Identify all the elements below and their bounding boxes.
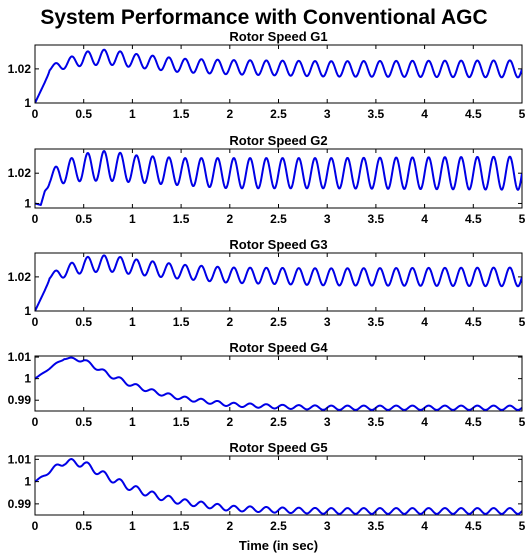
figure-title: System Performance with Conventional AGC: [40, 6, 487, 29]
x-tick-label: 3: [324, 315, 331, 329]
x-tick-label: 4.5: [465, 415, 482, 429]
x-tick-label: 2.5: [270, 107, 287, 121]
x-tick-label: 0.5: [75, 519, 92, 533]
subplot-g5: Rotor Speed G5 0 0.5 1 1.5 2 2.5 3 3.5 4 4.5 5 0.99 1…: [8, 440, 526, 553]
x-tick-label: 2: [226, 315, 233, 329]
x-tick-label: 4: [421, 415, 428, 429]
x-tick-label: 2: [226, 107, 233, 121]
x-tick-label: 3: [324, 107, 331, 121]
x-tick-label: 4.5: [465, 107, 482, 121]
y-tick-label: 1: [24, 304, 31, 318]
y-tick-label: 0.99: [8, 393, 32, 407]
subplot-g2: Rotor Speed G2 0 0.5 1 1.5 2 2.5 3 3.5 4 4.5 5 1 1.02: [8, 133, 526, 226]
y-tick-label: 0.99: [8, 497, 32, 511]
x-tick-label: 2.5: [270, 519, 287, 533]
x-tick-label: 4.5: [465, 315, 482, 329]
y-tick-label: 1.02: [8, 62, 32, 76]
y-tick-label: 1: [24, 196, 31, 210]
y-tick-label: 1.02: [8, 270, 32, 284]
x-tick-label: 3: [324, 212, 331, 226]
y-tick-label: 1: [24, 96, 31, 110]
x-tick-label: 3.5: [368, 212, 385, 226]
y-tick-label: 1.02: [8, 166, 32, 180]
x-tick-label: 1.5: [173, 315, 190, 329]
x-tick-label: 0: [32, 415, 39, 429]
x-tick-label: 2.5: [270, 315, 287, 329]
subplot-g3: Rotor Speed G3 0 0.5 1 1.5 2 2.5 3 3.5 4 4.5 5 1 1.02: [8, 237, 526, 329]
subplot-stack: Rotor Speed G1 0 0.5 1 1.5 2 2.5 3 3.5 4 4.5 5 1 1.02…: [8, 29, 526, 553]
x-tick-label: 4: [421, 107, 428, 121]
x-tick-label: 1: [129, 107, 136, 121]
y-tick-label: 1.01: [8, 452, 32, 466]
series-line: [35, 48, 522, 103]
x-tick-label: 0.5: [75, 315, 92, 329]
x-tick-label: 0: [32, 107, 39, 121]
x-tick-label: 0.5: [75, 107, 92, 121]
series-line: [35, 458, 522, 515]
subplot-title: Rotor Speed G1: [229, 29, 327, 44]
x-tick-label: 1.5: [173, 212, 190, 226]
x-tick-label: 1: [129, 212, 136, 226]
subplot-g1: Rotor Speed G1 0 0.5 1 1.5 2 2.5 3 3.5 4 4.5 5 1 1.02: [8, 29, 526, 121]
x-tick-label: 1: [129, 415, 136, 429]
x-tick-label: 4: [421, 212, 428, 226]
x-tick-label: 3.5: [368, 415, 385, 429]
x-tick-label: 4: [421, 519, 428, 533]
x-tick-label: 4.5: [465, 212, 482, 226]
x-tick-label: 1.5: [173, 415, 190, 429]
series-line: [35, 356, 522, 411]
y-tick-label: 1.01: [8, 350, 32, 364]
x-tick-label: 2: [226, 212, 233, 226]
subplot-title: Rotor Speed G3: [229, 237, 327, 252]
x-axis-label: Time (in sec): [239, 538, 318, 553]
x-tick-label: 2: [226, 415, 233, 429]
x-tick-label: 3: [324, 415, 331, 429]
axes-frame: [34, 455, 523, 516]
y-tick-label: 1: [24, 372, 31, 386]
x-tick-label: 1: [129, 315, 136, 329]
x-tick-label: 0: [32, 315, 39, 329]
x-tick-label: 4.5: [465, 519, 482, 533]
subplot-title: Rotor Speed G2: [229, 133, 327, 148]
x-tick-label: 1.5: [173, 519, 190, 533]
x-tick-label: 3.5: [368, 519, 385, 533]
x-tick-label: 4: [421, 315, 428, 329]
x-tick-label: 3: [324, 519, 331, 533]
x-tick-label: 5: [519, 415, 526, 429]
x-tick-label: 1: [129, 519, 136, 533]
x-tick-label: 5: [519, 519, 526, 533]
x-tick-label: 0.5: [75, 415, 92, 429]
x-tick-label: 0: [32, 519, 39, 533]
x-tick-label: 3.5: [368, 315, 385, 329]
y-tick-label: 1: [24, 475, 31, 489]
x-tick-label: 5: [519, 315, 526, 329]
x-tick-label: 2: [226, 519, 233, 533]
axes-frame: [34, 355, 523, 412]
x-tick-label: 0.5: [75, 212, 92, 226]
series-line: [35, 150, 522, 206]
axes-frame: [34, 44, 523, 104]
x-tick-label: 3.5: [368, 107, 385, 121]
x-tick-label: 2.5: [270, 415, 287, 429]
x-tick-label: 1.5: [173, 107, 190, 121]
x-tick-label: 5: [519, 212, 526, 226]
x-tick-label: 2.5: [270, 212, 287, 226]
subplot-g4: Rotor Speed G4 0 0.5 1 1.5 2 2.5 3 3.5 4 4.5 5 0.99 1…: [8, 340, 526, 429]
x-tick-label: 5: [519, 107, 526, 121]
subplot-title: Rotor Speed G5: [229, 440, 327, 455]
series-line: [35, 254, 522, 311]
subplot-title: Rotor Speed G4: [229, 340, 328, 355]
x-tick-label: 0: [32, 212, 39, 226]
